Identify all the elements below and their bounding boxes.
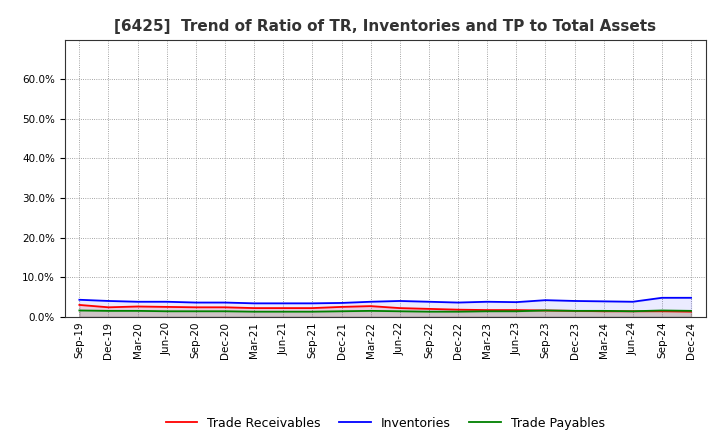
Line: Trade Payables: Trade Payables [79,311,691,312]
Inventories [687,295,696,301]
Trade Receivables [308,305,317,311]
Trade Receivables [570,308,579,313]
Trade Receivables [133,304,142,309]
Trade Receivables [425,306,433,312]
Inventories [220,300,229,305]
Trade Payables [454,309,462,314]
Inventories [337,300,346,305]
Trade Receivables [483,308,492,313]
Trade Receivables [599,308,608,314]
Trade Payables [512,308,521,314]
Trade Receivables [687,309,696,314]
Trade Payables [308,309,317,314]
Trade Receivables [366,304,375,309]
Line: Inventories: Inventories [79,298,691,303]
Trade Payables [337,308,346,314]
Trade Receivables [75,302,84,308]
Trade Payables [192,308,200,314]
Legend: Trade Receivables, Inventories, Trade Payables: Trade Receivables, Inventories, Trade Pa… [161,412,610,435]
Inventories [75,297,84,302]
Inventories [133,299,142,304]
Trade Receivables [192,304,200,310]
Inventories [541,297,550,303]
Trade Receivables [629,308,637,314]
Trade Payables [570,308,579,313]
Trade Receivables [163,304,171,310]
Trade Payables [657,308,666,313]
Trade Payables [366,308,375,313]
Trade Payables [395,308,404,314]
Trade Receivables [220,304,229,310]
Trade Payables [425,309,433,314]
Trade Payables [75,308,84,313]
Inventories [512,300,521,305]
Inventories [366,299,375,304]
Trade Payables [483,308,492,314]
Trade Receivables [250,305,258,311]
Trade Payables [599,308,608,313]
Inventories [483,299,492,304]
Inventories [163,299,171,304]
Trade Payables [279,309,287,314]
Inventories [104,298,113,304]
Trade Receivables [657,308,666,314]
Trade Receivables [104,304,113,310]
Trade Payables [220,308,229,314]
Trade Receivables [512,308,521,313]
Trade Payables [687,308,696,313]
Trade Payables [541,308,550,313]
Trade Receivables [541,308,550,313]
Inventories [599,299,608,304]
Trade Receivables [279,305,287,311]
Trade Payables [250,309,258,314]
Inventories [279,301,287,306]
Line: Trade Receivables: Trade Receivables [79,305,691,312]
Trade Receivables [337,304,346,310]
Trade Payables [163,308,171,314]
Trade Payables [629,308,637,314]
Inventories [657,295,666,301]
Trade Payables [104,308,113,313]
Inventories [425,299,433,304]
Inventories [250,301,258,306]
Inventories [454,300,462,305]
Trade Receivables [395,305,404,311]
Inventories [395,298,404,304]
Title: [6425]  Trend of Ratio of TR, Inventories and TP to Total Assets: [6425] Trend of Ratio of TR, Inventories… [114,19,656,34]
Inventories [308,301,317,306]
Inventories [570,298,579,304]
Trade Receivables [454,307,462,312]
Trade Payables [133,308,142,313]
Inventories [629,299,637,304]
Inventories [192,300,200,305]
